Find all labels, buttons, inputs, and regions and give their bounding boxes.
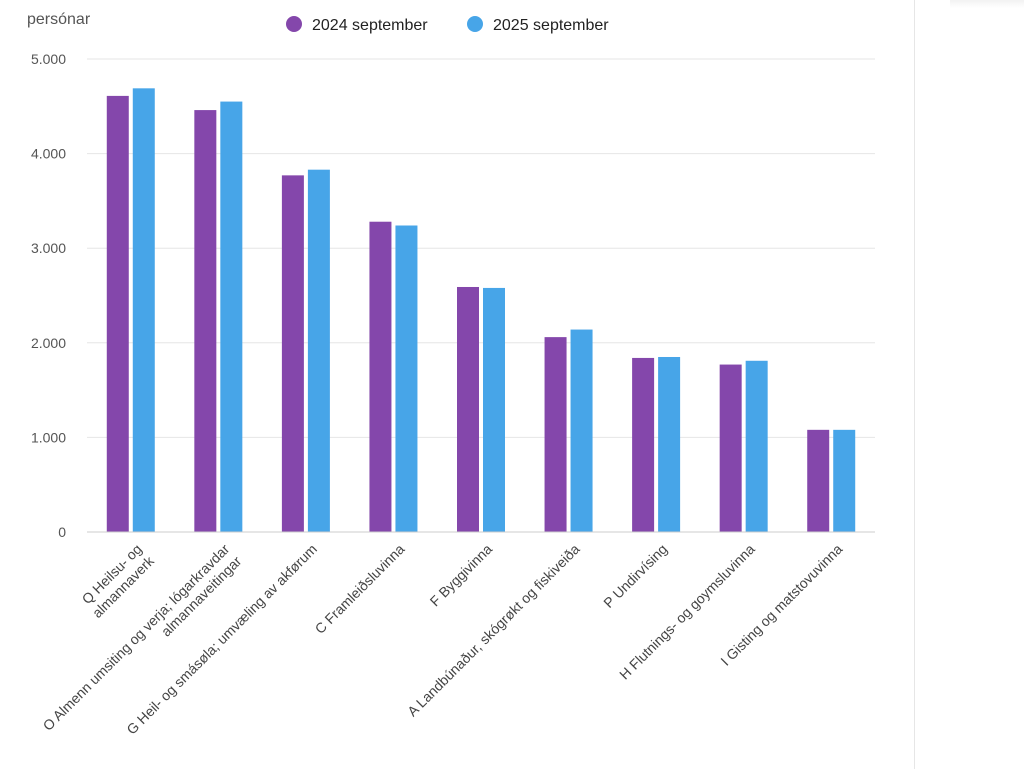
y-tick-label: 0 xyxy=(58,524,66,540)
y-tick-label: 2.000 xyxy=(31,335,66,351)
legend-marker xyxy=(286,16,302,32)
x-tick-label: F Byggivinna xyxy=(427,541,496,610)
bar xyxy=(281,175,304,532)
legend-item[interactable]: 2024 september xyxy=(286,16,428,34)
panel-shadow xyxy=(950,0,1024,8)
bar xyxy=(570,329,593,532)
bar xyxy=(632,357,655,532)
y-axis-ticks: 0 1.000 2.000 3.000 4.000 5.000 xyxy=(31,51,66,540)
bar xyxy=(833,429,856,532)
y-tick-label: 5.000 xyxy=(31,51,66,67)
bar xyxy=(719,364,742,532)
y-tick-label: 1.000 xyxy=(31,429,66,445)
bar xyxy=(132,88,155,533)
bar xyxy=(807,429,830,532)
y-axis-label: persónar xyxy=(27,11,91,28)
bar xyxy=(745,360,768,532)
bar xyxy=(544,337,567,532)
bar xyxy=(106,95,129,533)
x-tick-label-line: F Byggivinna xyxy=(427,541,496,610)
bar xyxy=(369,221,392,532)
gridlines xyxy=(87,58,875,438)
legend-label: 2024 september xyxy=(312,17,428,34)
bar xyxy=(194,110,217,533)
bar xyxy=(658,356,681,532)
bar xyxy=(307,169,330,532)
panel-divider xyxy=(914,0,915,769)
bar xyxy=(220,101,243,532)
x-tick-label-line: P Undirvísing xyxy=(600,541,670,611)
x-tick-label: C Framleiðsluvinna xyxy=(312,541,408,637)
bars xyxy=(106,88,856,533)
bar xyxy=(395,225,418,532)
bar xyxy=(483,287,505,532)
x-tick-label: P Undirvísing xyxy=(600,541,670,611)
x-tick-label: A Landbúnaður, skógrøkt og fiskiveiða xyxy=(404,541,583,720)
x-tick-label-line: C Framleiðsluvinna xyxy=(312,541,408,637)
legend-marker xyxy=(467,16,483,32)
y-tick-label: 4.000 xyxy=(31,146,66,162)
y-tick-label: 3.000 xyxy=(31,240,66,256)
legend-label: 2025 september xyxy=(493,17,609,34)
x-tick-label: Q Heilsu- ogalmannaverk xyxy=(77,540,158,621)
bar-chart: persónar 2024 september 2025 september 0 1… xyxy=(27,11,875,738)
legend-item[interactable]: 2025 september xyxy=(467,16,609,34)
side-panel xyxy=(915,0,1024,769)
legend[interactable]: 2024 september 2025 september xyxy=(286,16,609,34)
bar xyxy=(457,286,479,532)
x-tick-label-line: A Landbúnaður, skógrøkt og fiskiveiða xyxy=(404,541,583,720)
chart-area: persónar 2024 september 2025 september 0 1… xyxy=(27,11,875,738)
